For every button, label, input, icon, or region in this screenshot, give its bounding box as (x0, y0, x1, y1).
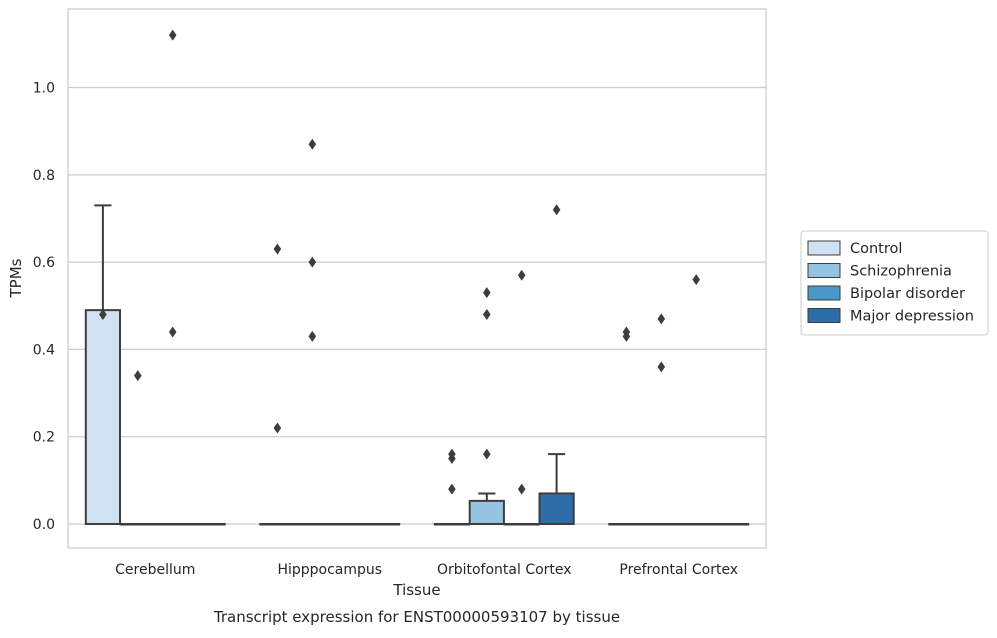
outlier-point (273, 243, 282, 255)
y-tick-label: 0.8 (33, 168, 55, 184)
plot-background (68, 9, 766, 548)
outlier-point (517, 269, 526, 281)
legend-swatch (807, 285, 841, 301)
box-marks (84, 29, 750, 526)
box-rect (84, 309, 122, 525)
outlier-point (483, 287, 491, 299)
outlier-point (308, 330, 317, 342)
y-axis-label: TPMs (7, 258, 25, 298)
outlier-point (168, 29, 177, 41)
outlier-point (483, 309, 491, 321)
outlier-point (448, 453, 456, 465)
y-tick-label: 0.6 (33, 255, 55, 271)
outlier-point (657, 361, 666, 373)
legend-swatch (807, 240, 841, 256)
box-rect (468, 499, 505, 525)
legend: Control Schizophrenia Bipolar disorder Majo… (800, 230, 989, 336)
chart-caption: Transcript expression for ENST0000059310… (213, 608, 620, 626)
outlier-point (134, 370, 142, 382)
outlier-point (273, 422, 282, 434)
x-tick-label: Hipppocampus (277, 562, 382, 578)
x-tick-label: Prefrontal Cortex (619, 562, 738, 578)
outlier-point (168, 326, 177, 338)
box-rect (538, 492, 575, 525)
outlier-point (517, 483, 526, 495)
x-axis-label: Tissue (392, 581, 440, 599)
outlier-point (657, 313, 666, 325)
y-tick-label: 0.4 (33, 342, 55, 358)
legend-label: Major depression (850, 309, 974, 325)
x-tick-label: Cerebellum (115, 562, 195, 578)
legend-frame (800, 230, 989, 336)
outlier-point (99, 309, 107, 321)
outlier-point (308, 256, 317, 268)
y-tick-labels: 0.0 0.2 0.4 0.6 0.8 1.0 (33, 81, 55, 533)
y-tick-label: 1.0 (33, 81, 55, 97)
legend-label: Control (850, 241, 902, 257)
outlier-point (308, 138, 317, 150)
outlier-point (552, 204, 561, 216)
legend-label: Schizophrenia (850, 264, 952, 280)
y-tick-label: 0.2 (33, 430, 55, 446)
plot-frame (67, 8, 767, 549)
legend-swatch (807, 263, 841, 278)
x-tick-label: Orbitofontal Cortex (437, 562, 572, 578)
outlier-point (448, 483, 456, 495)
outlier-point (622, 330, 631, 342)
x-tick-labels: Cerebellum Hipppocampus Orbitofontal Corte… (115, 562, 738, 578)
legend-label: Bipolar disorder (850, 286, 965, 302)
outlier-point (483, 448, 491, 460)
legend-swatch (807, 308, 841, 323)
outlier-point (692, 274, 700, 286)
y-tick-label: 0.0 (33, 517, 55, 533)
